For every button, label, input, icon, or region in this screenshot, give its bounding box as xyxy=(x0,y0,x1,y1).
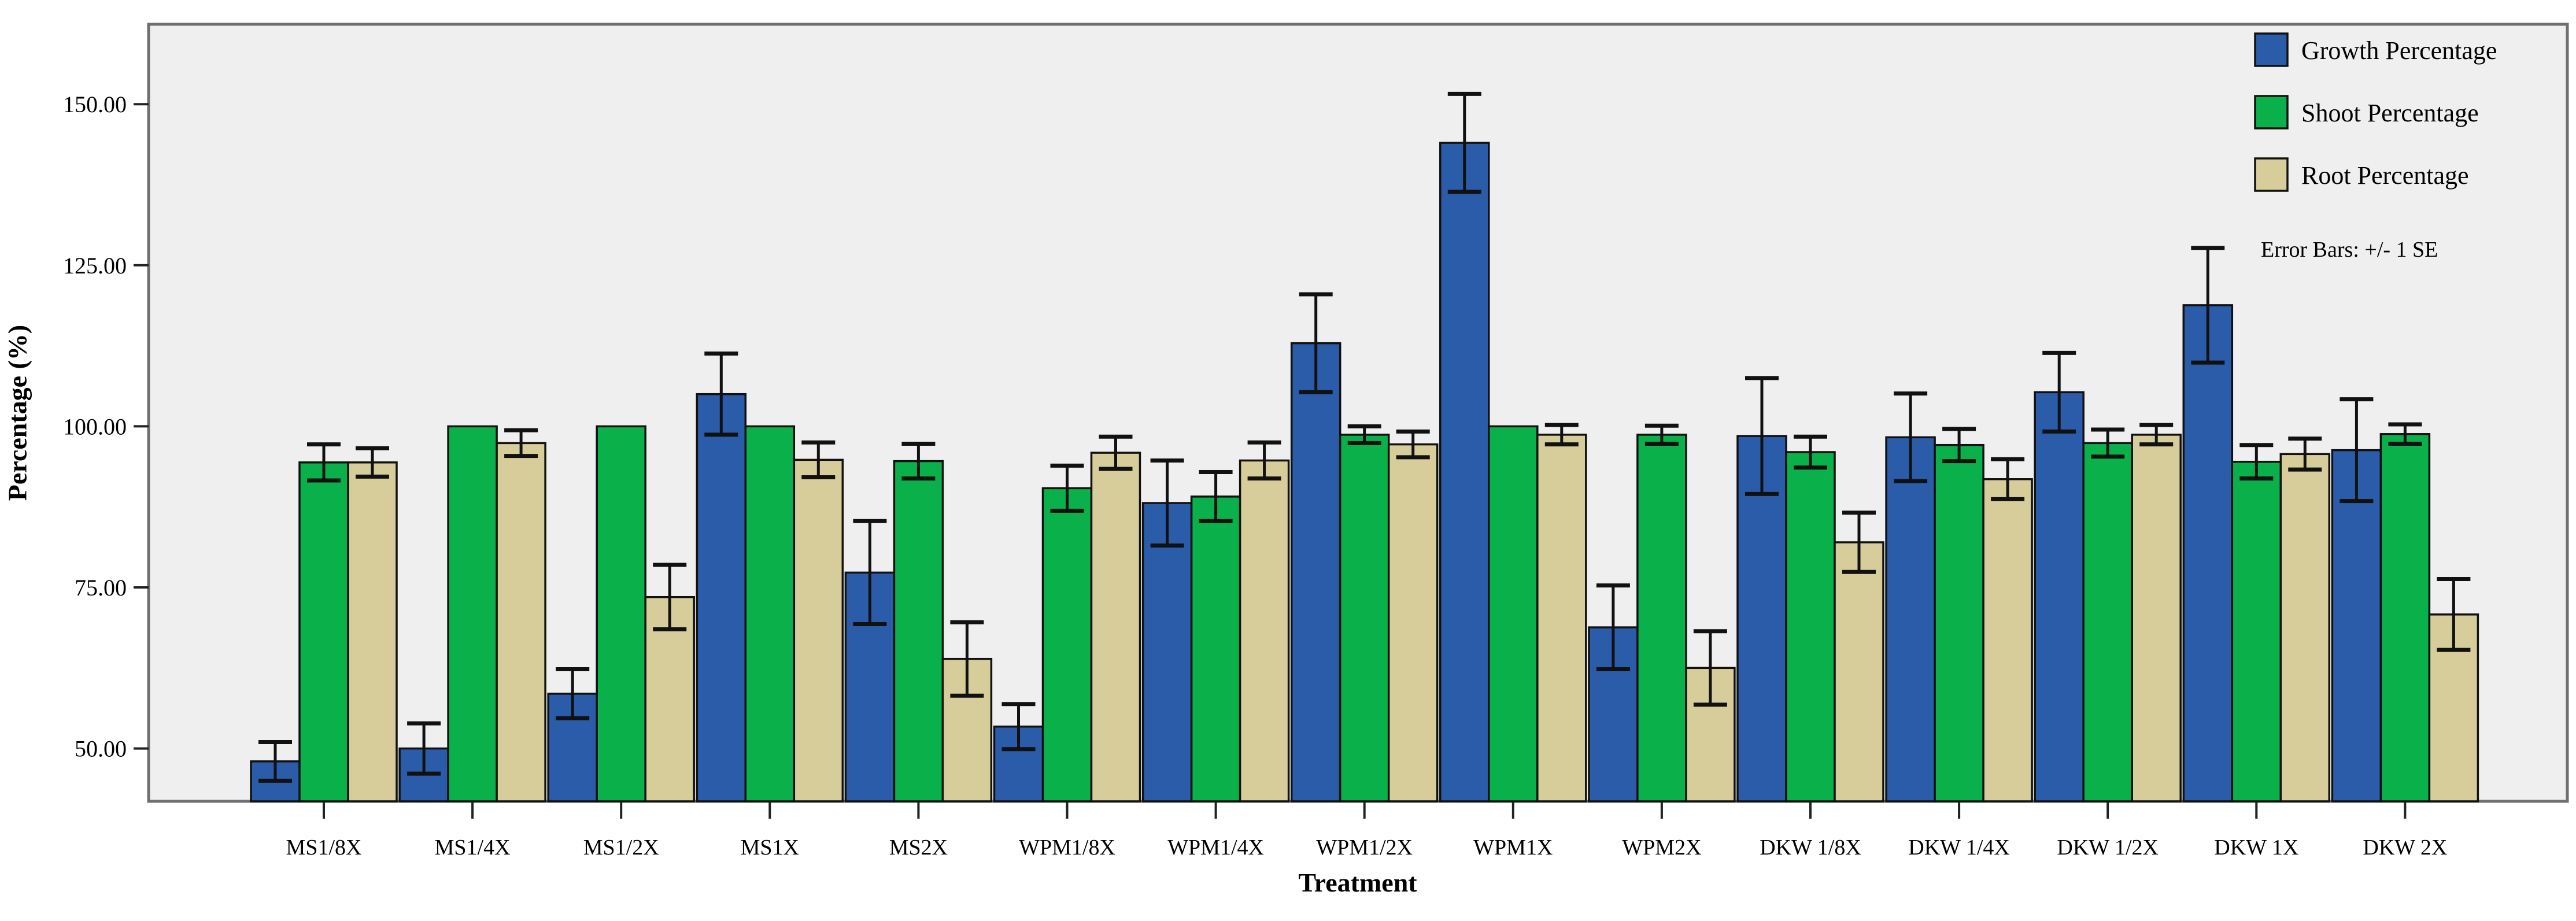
bar-root-dkw-1x xyxy=(2279,453,2331,802)
x-tick-label-ms1-8x: MS1/8X xyxy=(286,835,362,860)
legend-label-root-percentage: Root Percentage xyxy=(2301,161,2469,190)
x-tick-label-ms1x: MS1X xyxy=(741,835,799,860)
bar-shoot-dkw-1-4x xyxy=(1934,443,1984,802)
bar-root-wpm1-4x xyxy=(1239,459,1290,802)
bar-shoot-dkw-1-2x xyxy=(2082,442,2133,802)
bar-shoot-wpm1-4x xyxy=(1190,495,1241,802)
bar-growth-dkw-1-4x xyxy=(1885,436,1936,802)
bar-root-dkw-1-4x xyxy=(1982,478,2033,802)
bar-root-ms1x xyxy=(793,458,844,802)
bar-shoot-wpm1-8x xyxy=(1041,487,1093,802)
y-axis-title: Percentage (%) xyxy=(2,324,32,501)
y-tick-label: 75.00 xyxy=(75,575,127,601)
bar-growth-ms1x xyxy=(696,393,747,802)
bar-growth-dkw-1x xyxy=(2182,304,2234,802)
x-axis-title: Treatment xyxy=(1298,868,1417,897)
legend-swatch-shoot-percentage xyxy=(2254,95,2289,130)
legend-swatch-growth-percentage xyxy=(2254,32,2289,67)
bar-shoot-wpm1x xyxy=(1488,425,1539,802)
bar-shoot-wpm1-2x xyxy=(1339,434,1390,802)
bar-root-wpm1-2x xyxy=(1387,443,1439,802)
bar-root-dkw-1-8x xyxy=(1834,541,1884,802)
x-tick-label-wpm2x: WPM2X xyxy=(1622,835,1701,860)
bar-growth-wpm1-2x xyxy=(1290,342,1341,802)
bar-root-wpm1x xyxy=(1536,434,1587,802)
bar-growth-wpm1-4x xyxy=(1141,502,1193,802)
x-tick-label-dkw-1-4x: DKW 1/4X xyxy=(1908,835,2010,860)
bar-root-ms1-4x xyxy=(496,442,546,802)
legend-swatch-root-percentage xyxy=(2254,157,2289,192)
bar-shoot-ms2x xyxy=(893,460,944,802)
x-tick-label-wpm1-8x: WPM1/8X xyxy=(1019,835,1115,860)
error-bars-note: Error Bars: +/- 1 SE xyxy=(2261,238,2438,262)
x-tick-label-dkw-1-8x: DKW 1/8X xyxy=(1760,835,1861,860)
bar-root-wpm1-8x xyxy=(1090,452,1141,802)
x-tick-label-wpm1-4x: WPM1/4X xyxy=(1167,835,1264,860)
y-tick-label: 125.00 xyxy=(63,253,127,279)
legend-label-shoot-percentage: Shoot Percentage xyxy=(2301,99,2479,127)
x-tick-label-dkw-2x: DKW 2X xyxy=(2363,835,2447,860)
bar-shoot-ms1x xyxy=(744,425,796,802)
y-tick-label: 100.00 xyxy=(63,413,127,439)
bar-root-ms1-8x xyxy=(347,461,398,802)
bar-shoot-dkw-1-8x xyxy=(1785,451,1836,802)
bar-shoot-dkw-1x xyxy=(2231,460,2282,802)
x-tick-label-dkw-1-2x: DKW 1/2X xyxy=(2057,835,2159,860)
bar-shoot-ms1-8x xyxy=(298,461,349,802)
y-tick-label: 150.00 xyxy=(63,91,127,117)
x-tick-label-ms2x: MS2X xyxy=(889,835,948,860)
bar-shoot-dkw-2x xyxy=(2379,433,2431,802)
bar-shoot-ms1-4x xyxy=(447,425,498,802)
bar-shoot-wpm2x xyxy=(1636,434,1687,802)
x-tick-label-ms1-2x: MS1/2X xyxy=(583,835,659,860)
bar-growth-wpm1x xyxy=(1439,142,1490,802)
x-tick-label-wpm1x: WPM1X xyxy=(1473,835,1553,860)
x-tick-label-wpm1-2x: WPM1/2X xyxy=(1316,835,1413,860)
bar-shoot-ms1-2x xyxy=(596,425,646,802)
x-tick-label-ms1-4x: MS1/4X xyxy=(435,835,511,860)
legend-label-growth-percentage: Growth Percentage xyxy=(2301,36,2497,65)
y-tick-label: 50.00 xyxy=(75,736,127,762)
x-tick-label-dkw-1x: DKW 1X xyxy=(2214,835,2298,860)
bar-root-dkw-1-2x xyxy=(2131,434,2182,802)
bar-growth-dkw-1-2x xyxy=(2034,391,2085,802)
